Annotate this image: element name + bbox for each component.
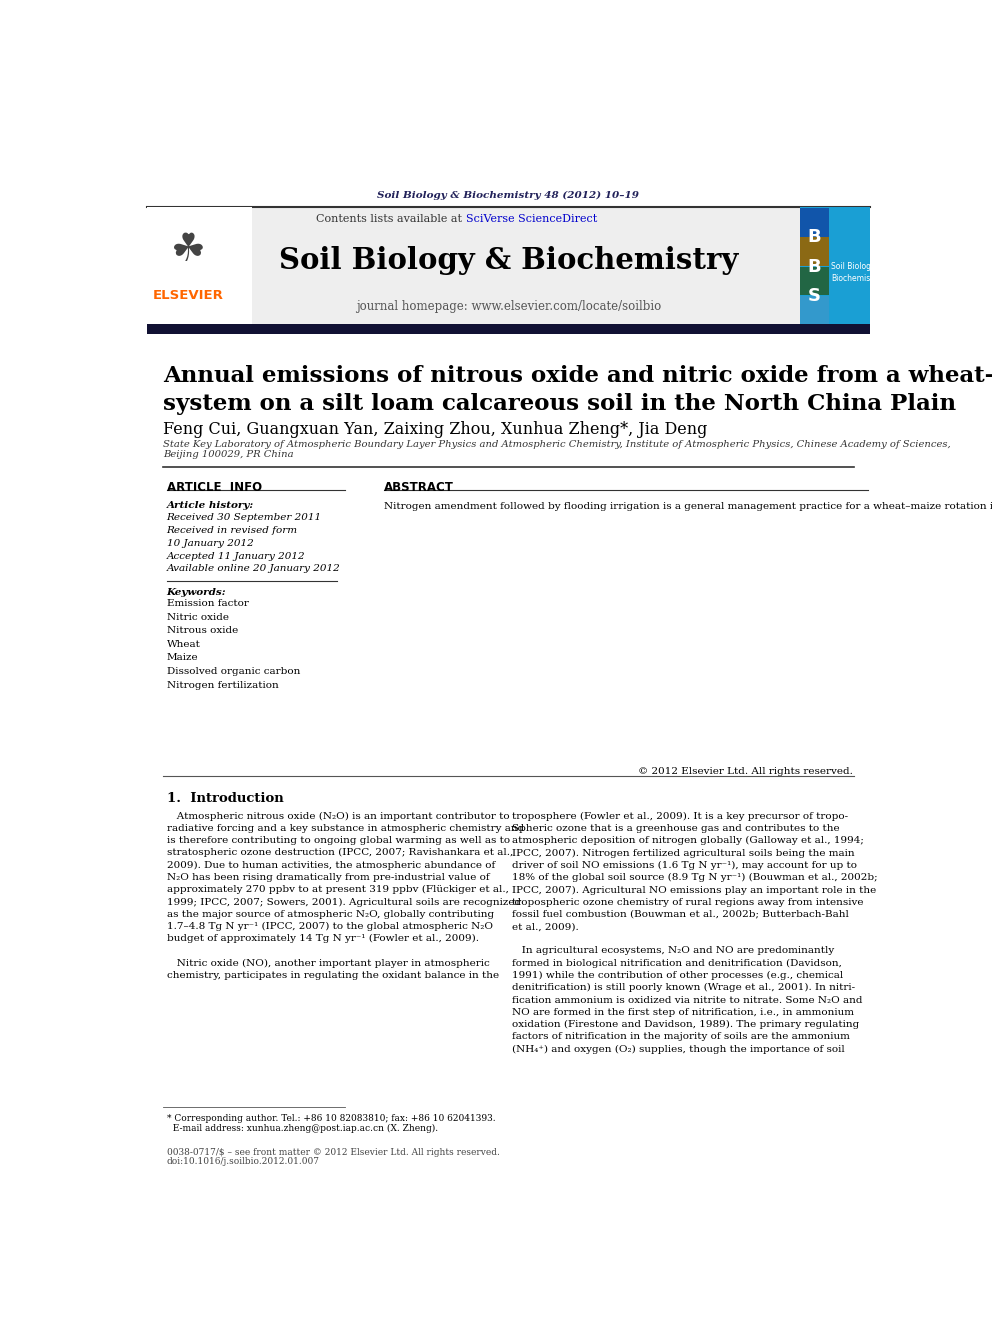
Text: journal homepage: www.elsevier.com/locate/soilbio: journal homepage: www.elsevier.com/locat… [356, 300, 661, 314]
Text: Beijing 100029, PR China: Beijing 100029, PR China [163, 450, 294, 459]
Text: doi:10.1016/j.soilbio.2012.01.007: doi:10.1016/j.soilbio.2012.01.007 [167, 1158, 319, 1167]
Text: Keywords:: Keywords: [167, 589, 226, 598]
Text: Article history:: Article history: [167, 501, 254, 511]
Text: ARTICLE  INFO: ARTICLE INFO [167, 480, 262, 493]
Text: © 2012 Elsevier Ltd. All rights reserved.: © 2012 Elsevier Ltd. All rights reserved… [638, 767, 852, 777]
Text: S: S [808, 287, 821, 304]
Text: Atmospheric nitrous oxide (N₂O) is an important contributor to
radiative forcing: Atmospheric nitrous oxide (N₂O) is an im… [167, 812, 524, 980]
FancyBboxPatch shape [800, 208, 829, 237]
Text: Emission factor
Nitric oxide
Nitrous oxide
Wheat
Maize
Dissolved organic carbon
: Emission factor Nitric oxide Nitrous oxi… [167, 599, 300, 689]
Text: ☘: ☘ [171, 230, 205, 269]
Text: Soil Biology &
Biochemistry: Soil Biology & Biochemistry [831, 262, 884, 283]
Text: * Corresponding author. Tel.: +86 10 82083810; fax: +86 10 62041393.: * Corresponding author. Tel.: +86 10 820… [167, 1114, 495, 1122]
Text: 1.  Introduction: 1. Introduction [167, 791, 284, 804]
Text: B: B [807, 229, 821, 246]
Text: Soil Biology & Biochemistry 48 (2012) 10–19: Soil Biology & Biochemistry 48 (2012) 10… [377, 191, 640, 200]
Text: Nitrogen amendment followed by flooding irrigation is a general management pract: Nitrogen amendment followed by flooding … [384, 501, 992, 511]
FancyBboxPatch shape [800, 266, 829, 295]
Text: State Key Laboratory of Atmospheric Boundary Layer Physics and Atmospheric Chemi: State Key Laboratory of Atmospheric Boun… [163, 439, 950, 448]
Text: Soil Biology & Biochemistry: Soil Biology & Biochemistry [279, 246, 738, 275]
Text: Contents lists available at: Contents lists available at [315, 214, 465, 224]
Text: ELSEVIER: ELSEVIER [153, 290, 224, 303]
FancyBboxPatch shape [800, 296, 829, 324]
FancyBboxPatch shape [147, 208, 870, 324]
Text: SciVerse ScienceDirect: SciVerse ScienceDirect [466, 214, 597, 224]
Text: B: B [807, 258, 821, 275]
FancyBboxPatch shape [800, 237, 829, 266]
FancyBboxPatch shape [800, 208, 870, 324]
Text: Feng Cui, Guangxuan Yan, Zaixing Zhou, Xunhua Zheng*, Jia Deng: Feng Cui, Guangxuan Yan, Zaixing Zhou, X… [163, 421, 707, 438]
FancyBboxPatch shape [147, 324, 870, 335]
Text: ABSTRACT: ABSTRACT [384, 480, 453, 493]
Text: E-mail address: xunhua.zheng@post.iap.ac.cn (X. Zheng).: E-mail address: xunhua.zheng@post.iap.ac… [167, 1123, 437, 1132]
Text: Annual emissions of nitrous oxide and nitric oxide from a wheat–maize cropping
s: Annual emissions of nitrous oxide and ni… [163, 365, 992, 415]
Text: Received 30 September 2011
Received in revised form
10 January 2012
Accepted 11 : Received 30 September 2011 Received in r… [167, 513, 340, 573]
Text: 0038-0717/$ – see front matter © 2012 Elsevier Ltd. All rights reserved.: 0038-0717/$ – see front matter © 2012 El… [167, 1148, 500, 1158]
Text: troposphere (Fowler et al., 2009). It is a key precursor of tropo-
Spheric ozone: troposphere (Fowler et al., 2009). It is… [512, 812, 877, 1053]
FancyBboxPatch shape [147, 208, 252, 324]
